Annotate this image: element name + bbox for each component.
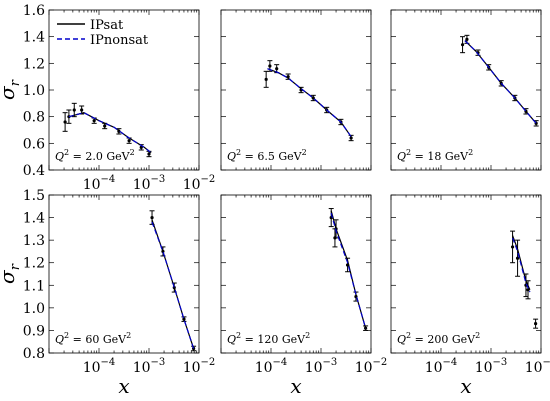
plot-frame — [220, 9, 372, 171]
x-tick-label: 10−2 — [525, 357, 550, 376]
panel-3: Q2 = 18 GeV2 — [390, 9, 542, 171]
series-line-ipsat — [68, 112, 152, 154]
y-tick-label: 1.4 — [23, 211, 45, 227]
x-tick-label: 10−3 — [133, 357, 166, 376]
y-tick-label: 0.8 — [23, 346, 45, 362]
plot-frame — [220, 194, 372, 354]
data-point — [460, 36, 466, 54]
y-tick-label: 1.5 — [23, 188, 45, 204]
panel-5: 10−4 10−3 10−2 x Q2 = 120 GeV2 — [220, 194, 388, 398]
x-tick-label: 10−4 — [255, 357, 288, 376]
x-tick-label: 10−2 — [183, 357, 216, 376]
y-tick-label: 1.3 — [23, 233, 45, 249]
data-point — [146, 150, 152, 158]
data-point — [515, 239, 521, 277]
q2-label: Q2 = 200 GeV2 — [397, 331, 480, 346]
plot-frame — [48, 194, 200, 354]
y-axis-label: σr — [0, 79, 23, 100]
q2-label: Q2 = 60 GeV2 — [55, 331, 131, 346]
data-point — [525, 280, 531, 300]
series-line-ipsat — [512, 235, 531, 291]
x-tick-label: 10−3 — [475, 357, 508, 376]
panel-4: 0.8 0.9 1.0 1.1 1.2 1.3 1.4 1.5 10−4 10−3 10−2 x σr Q… — [0, 188, 215, 398]
series-line-ipnonsat — [151, 221, 195, 349]
y-tick-label: 1.1 — [23, 278, 45, 294]
x-tick-label: 10−4 — [83, 174, 116, 193]
x-axis-label: x — [118, 374, 129, 398]
legend-label-ipsat: IPsat — [90, 18, 124, 33]
legend-label-ipnonsat: IPnonsat — [90, 33, 149, 48]
x-tick-label: 10−2 — [183, 174, 216, 193]
y-tick-label: 1.4 — [23, 30, 45, 46]
series-line-ipsat — [267, 68, 352, 138]
plot-frame — [390, 9, 542, 171]
y-axis-label: σr — [0, 263, 23, 284]
series-line-ipnonsat — [464, 40, 537, 124]
panel-6: 10−4 10−3 10−2 x Q2 = 200 GeV2 — [390, 194, 550, 398]
series-line-ipnonsat — [267, 68, 352, 138]
x-tick-label: 10−2 — [355, 357, 388, 376]
y-tick-label: 0.8 — [23, 110, 45, 126]
q2-label: Q2 = 120 GeV2 — [227, 331, 310, 346]
x-tick-label: 10−4 — [425, 357, 458, 376]
x-tick-label: 10−3 — [133, 174, 166, 193]
data-point — [533, 318, 539, 329]
y-tick-label: 1.6 — [23, 3, 45, 19]
y-tick-label: 0.9 — [23, 323, 45, 339]
x-axis-label: x — [460, 374, 471, 398]
q2-label: Q2 = 2.0 GeV2 — [55, 148, 135, 163]
data-point — [71, 102, 77, 118]
y-tick-label: 1.2 — [23, 256, 45, 272]
y-tick-label: 1.0 — [23, 301, 45, 317]
q2-label: Q2 = 18 GeV2 — [397, 148, 473, 163]
series-line-ipsat — [330, 210, 367, 329]
data-point — [263, 70, 269, 88]
y-tick-label: 0.4 — [23, 163, 45, 179]
plot-frame — [390, 194, 542, 354]
series-line-ipnonsat — [330, 212, 367, 329]
y-tick-label: 0.6 — [23, 136, 45, 152]
y-tick-label: 1.2 — [23, 56, 45, 72]
panels: 0.4 0.6 0.8 1.0 1.2 1.4 1.6 10−4 10−3 10−2 σr Q2 = … — [0, 3, 550, 398]
q2-label: Q2 = 6.5 GeV2 — [227, 148, 307, 163]
data-point — [62, 112, 68, 132]
series-line-ipnonsat — [68, 112, 152, 154]
panel-1: 0.4 0.6 0.8 1.0 1.2 1.4 1.6 10−4 10−3 10−2 σr Q2 = … — [0, 3, 215, 193]
series-line-ipnonsat — [512, 237, 531, 293]
x-tick-label: 10−3 — [305, 357, 338, 376]
x-tick-label: 10−4 — [83, 357, 116, 376]
x-axis-label: x — [290, 374, 301, 398]
panel-2: Q2 = 6.5 GeV2 — [220, 9, 372, 171]
y-tick-label: 1.0 — [23, 83, 45, 99]
